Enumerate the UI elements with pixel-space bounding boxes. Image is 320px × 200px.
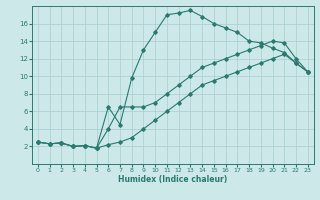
X-axis label: Humidex (Indice chaleur): Humidex (Indice chaleur) [118, 175, 228, 184]
